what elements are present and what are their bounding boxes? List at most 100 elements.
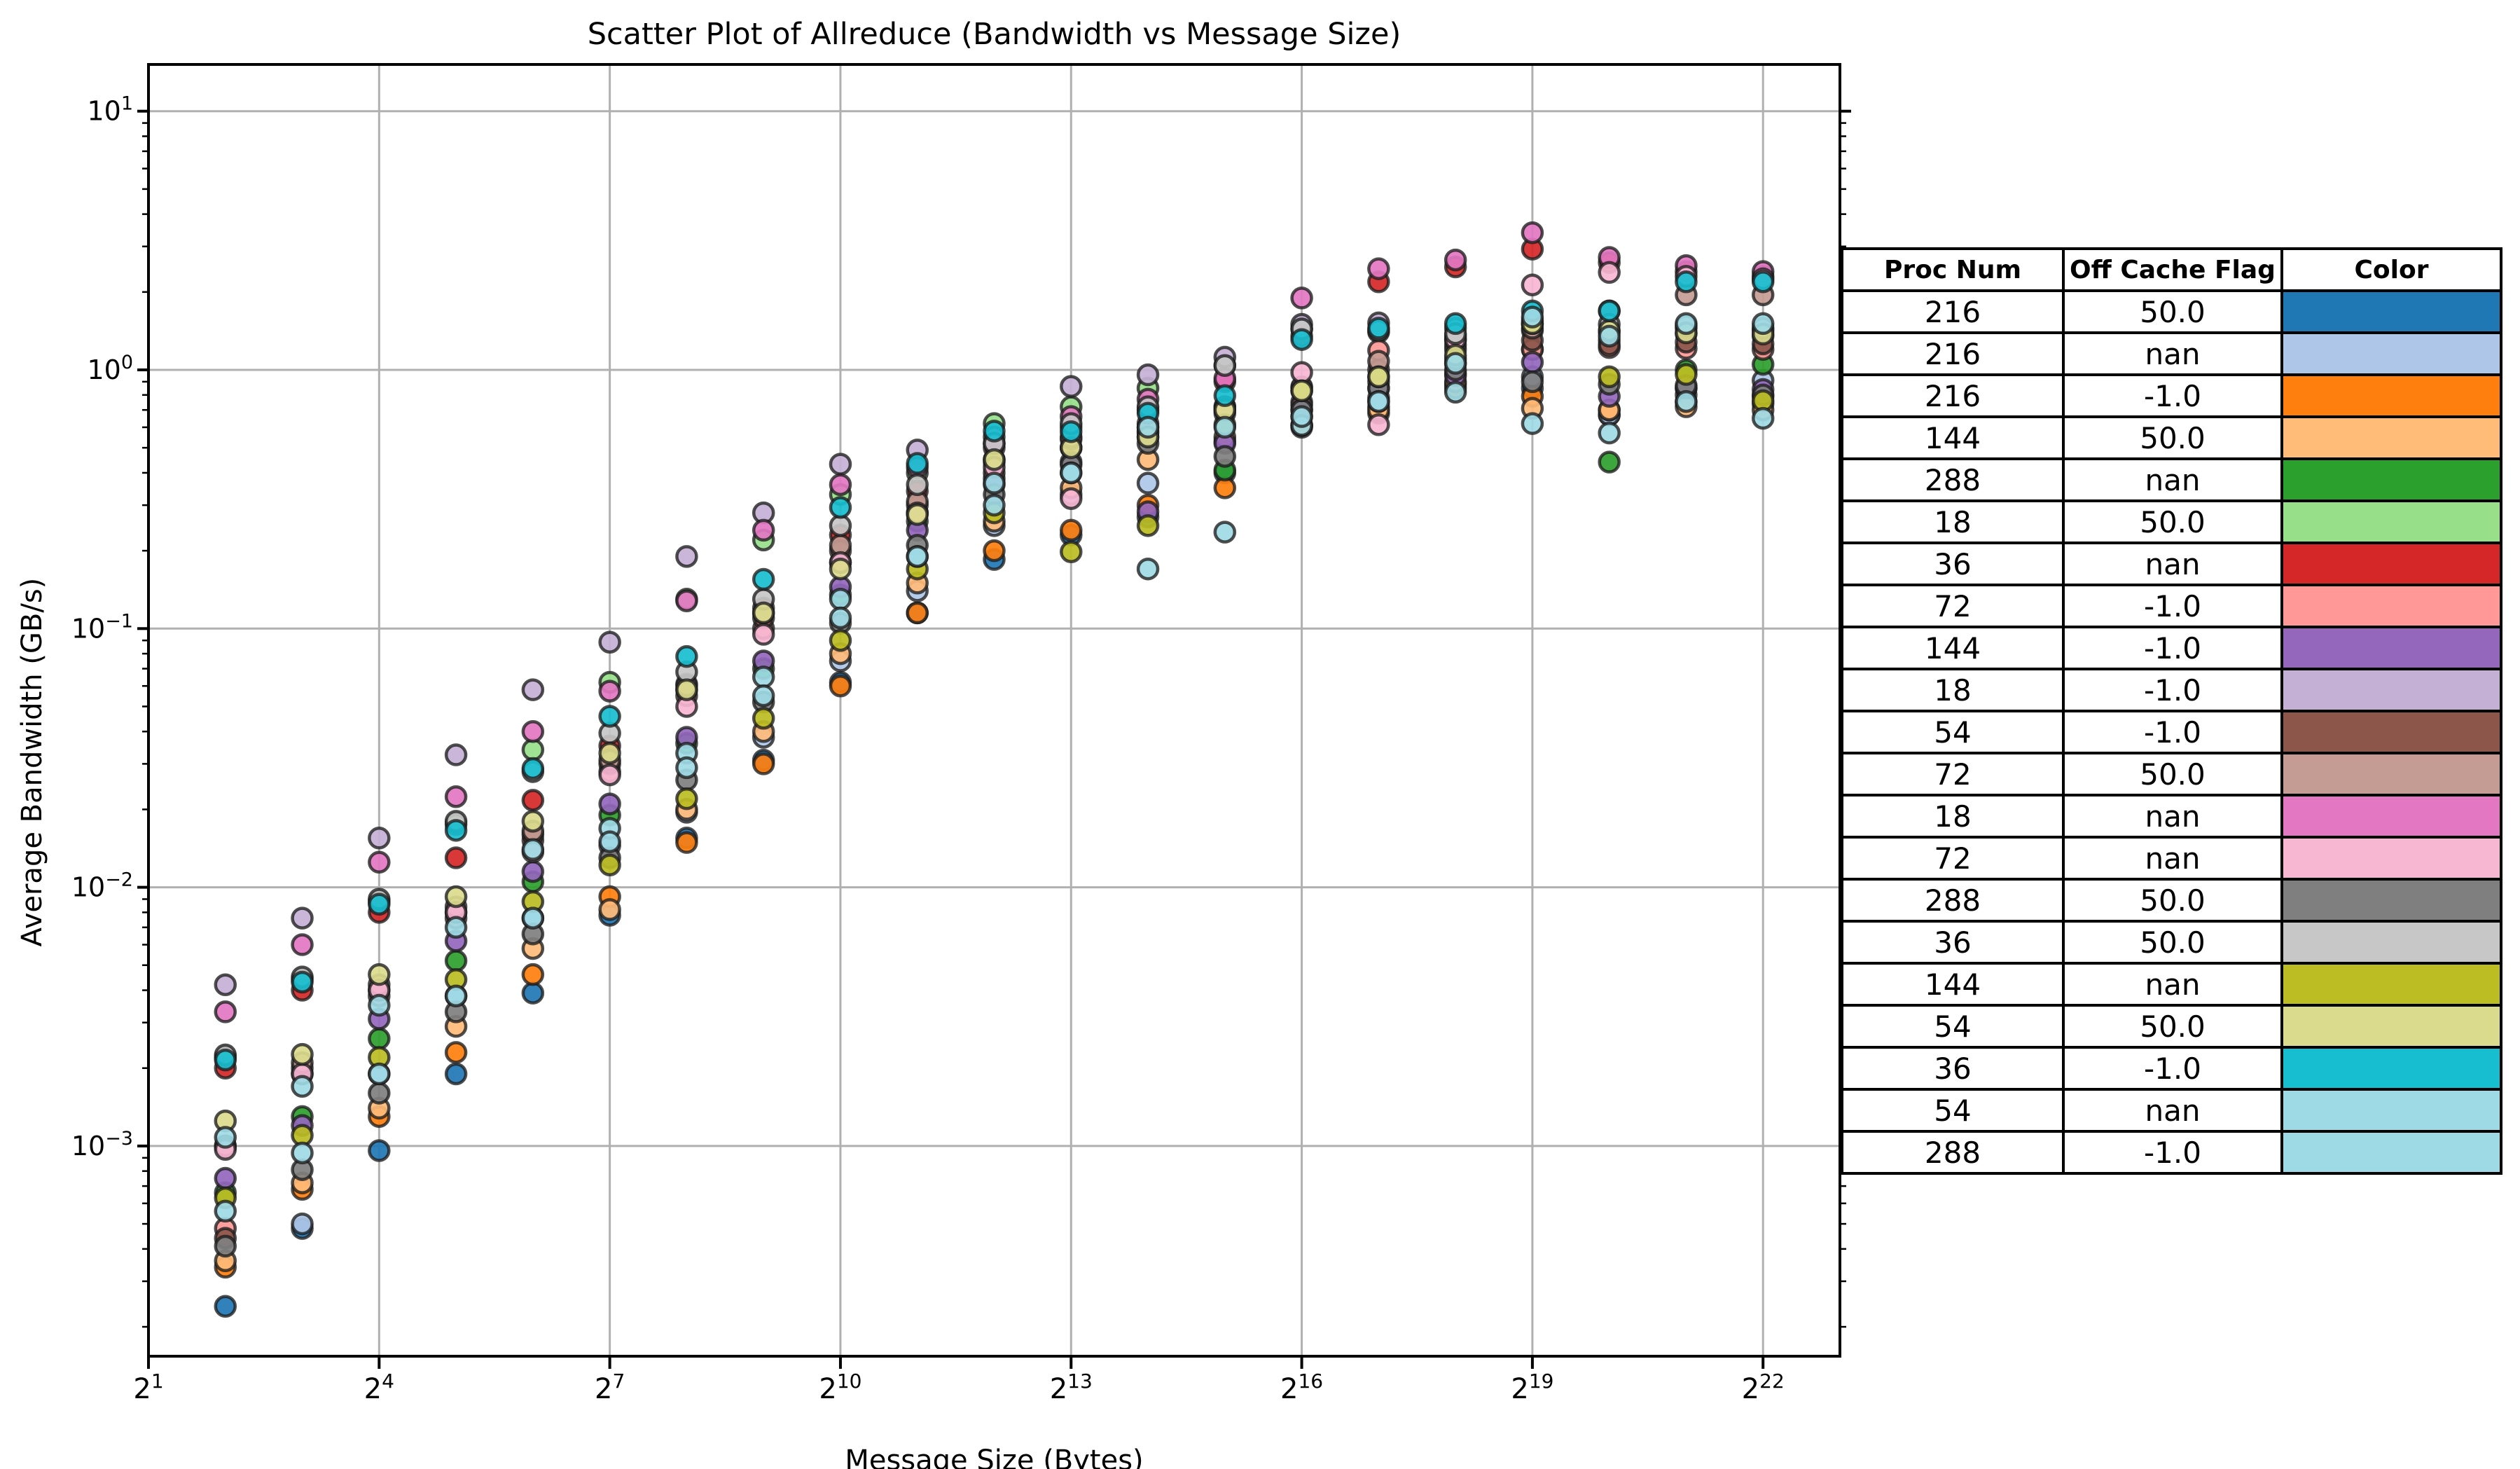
legend-header-proc-num: Proc Num [1841,247,2065,292]
scatter-point [752,601,775,625]
legend-color-swatch [2280,499,2502,544]
scatter-point [906,473,929,497]
scatter-point [1521,305,1544,329]
scatter-point [291,933,314,956]
legend-proc-num: 36 [1841,920,2065,965]
legend-color-swatch [2280,373,2502,418]
legend-row: 216 -1.0 [1841,373,2502,418]
x-tick-label: 210 [819,1370,861,1405]
legend-off-cache-flag: nan [2062,794,2283,839]
scatter-point [675,678,698,701]
scatter-point [1060,375,1083,398]
scatter-point [1598,299,1621,323]
scatter-point [1060,540,1083,563]
scatter-point [521,789,545,812]
legend-proc-num: 54 [1841,1004,2065,1049]
scatter-point [829,674,852,698]
scatter-point [1290,287,1313,310]
legend-off-cache-flag: -1.0 [2062,710,2283,754]
legend-color-swatch [2280,794,2502,839]
scatter-point [598,680,621,703]
legend-proc-num: 144 [1841,962,2065,1007]
scatter-point [675,545,698,568]
y-tick-label: 10−1 [71,610,133,644]
scatter-point [1675,389,1698,413]
scatter-point [1367,317,1390,340]
scatter-point [1521,412,1544,435]
scatter-point [368,963,391,986]
scatter-point [214,1234,237,1258]
legend-proc-num: 288 [1841,878,2065,923]
legend-header-color: Color [2280,247,2502,292]
legend-color-swatch [2280,1046,2502,1091]
scatter-point [444,949,468,972]
scatter-point [752,665,775,689]
scatter-point [598,898,621,921]
legend-proc-num: 288 [1841,1130,2065,1175]
scatter-point [983,471,1006,495]
legend-proc-num: 216 [1841,289,2065,334]
scatter-point [444,785,468,808]
legend-row: 216 nan [1841,331,2502,376]
legend-proc-num: 72 [1841,584,2065,628]
y-axis-label: Average Bandwidth (GB/s) [16,577,48,947]
scatter-point [1675,312,1698,336]
legend-proc-num: 72 [1841,752,2065,796]
scatter-point [444,916,468,939]
scatter-point [521,678,545,701]
legend-proc-num: 18 [1841,499,2065,544]
scatter-point [291,1212,314,1236]
legend-row: 18 -1.0 [1841,668,2502,712]
legend-color-swatch [2280,668,2502,712]
legend-off-cache-flag: 50.0 [2062,752,2283,796]
scatter-point [444,1041,468,1064]
scatter-point [1136,557,1160,581]
legend-off-cache-flag: nan [2062,836,2283,881]
legend-color-swatch [2280,962,2502,1007]
scatter-point [983,420,1006,443]
x-tick-label: 24 [364,1370,394,1405]
legend-color-swatch [2280,878,2502,923]
scatter-point [214,1295,237,1318]
scatter-point [1751,406,1775,430]
scatter-point [291,1141,314,1165]
scatter-point [906,545,929,568]
x-tick-label: 27 [595,1370,625,1405]
legend-off-cache-flag: nan [2062,331,2283,376]
scatter-point [1444,352,1467,375]
scatter-point [1213,520,1237,544]
legend-row: 72 -1.0 [1841,584,2502,628]
legend-row: 54 -1.0 [1841,710,2502,754]
scatter-point [598,853,621,876]
legend-row: 18 nan [1841,794,2502,839]
legend-row: 36 nan [1841,542,2502,586]
legend-row: 288 50.0 [1841,878,2502,923]
scatter-point [983,539,1006,563]
legend-header-row: Proc Num Off Cache Flag Color [1841,247,2502,292]
legend-row: 72 50.0 [1841,752,2502,796]
legend-color-swatch [2280,542,2502,586]
scatter-point [752,707,775,730]
scatter-point [1060,420,1083,443]
scatter-point [521,810,545,833]
legend-row: 144 50.0 [1841,415,2502,460]
scatter-point [1213,445,1237,468]
x-tick-label: 21 [133,1370,163,1405]
legend-color-swatch [2280,920,2502,965]
scatter-point [829,606,852,630]
legend-off-cache-flag: -1.0 [2062,626,2283,670]
scatter-point [1367,413,1390,436]
scatter-point [521,981,545,1005]
scatter-point [829,453,852,476]
scatter-point [214,1048,237,1072]
scatter-point [368,827,391,850]
scatter-point [752,752,775,775]
scatter-point [444,846,468,869]
scatter-point [368,892,391,916]
legend-proc-num: 18 [1841,794,2065,839]
scatter-point [368,1062,391,1086]
scatter-point [675,644,698,668]
legend-color-swatch [2280,836,2502,881]
scatter-point [1290,405,1313,428]
